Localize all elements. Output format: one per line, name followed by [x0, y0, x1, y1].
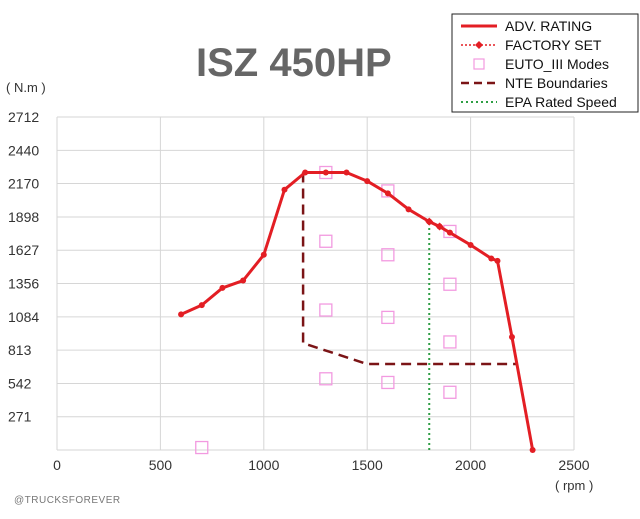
- x-tick-label: 500: [149, 457, 173, 473]
- euto-mode-marker: [319, 234, 333, 248]
- series-layer: [178, 165, 536, 455]
- x-tick-label: 1500: [352, 457, 383, 473]
- euto-mode-marker: [195, 440, 209, 455]
- legend-item: EUTO_III Modes: [473, 56, 609, 72]
- factory-set-marker: [425, 217, 434, 226]
- y-tick-labels: 271 542 813 1084 1356 1627 1898 2170 2440 2712: [8, 109, 39, 425]
- y-tick-label: 2712: [8, 109, 39, 125]
- legend-label: EPA Rated Speed: [505, 94, 617, 110]
- x-tick-label: 2500: [558, 457, 589, 473]
- adv-rating-point: [384, 190, 391, 197]
- legend-item: NTE Boundaries: [461, 75, 608, 91]
- y-tick-label: 271: [8, 409, 32, 425]
- legend-label: ADV. RATING: [505, 18, 592, 34]
- legend-box: [451, 13, 639, 113]
- series-euto-iii-modes: [195, 165, 457, 455]
- adv-rating-point: [364, 178, 371, 185]
- y-tick-label: 1627: [8, 242, 39, 258]
- adv-rating-point: [198, 302, 205, 309]
- x-tick-label: 1000: [248, 457, 279, 473]
- chart-title: ISZ 450HP: [196, 41, 392, 85]
- adv-rating-point: [260, 251, 267, 258]
- legend-label: NTE Boundaries: [505, 75, 608, 91]
- factory-set-marker: [435, 222, 444, 231]
- adv-rating-point: [281, 186, 288, 193]
- adv-rating-point: [467, 241, 474, 248]
- y-tick-label: 813: [8, 342, 32, 358]
- adv-rating-point: [446, 229, 453, 236]
- euto-mode-marker: [319, 303, 333, 317]
- y-tick-label: 1898: [8, 209, 39, 225]
- y-axis-label: ( N.m ): [6, 80, 46, 95]
- euto-mode-marker: [443, 335, 457, 349]
- grid: [56, 116, 575, 451]
- euto-mode-marker: [443, 277, 457, 291]
- adv-rating-point: [178, 311, 185, 318]
- legend-item: FACTORY SET: [461, 37, 602, 53]
- legend-item: ADV. RATING: [461, 18, 592, 34]
- y-tick-label: 2170: [8, 176, 39, 192]
- legend: ADV. RATING FACTORY SET EUTO_III Modes NTE …: [451, 13, 639, 113]
- y-tick-label: 542: [8, 375, 32, 391]
- legend-swatch-marker: [475, 41, 483, 49]
- y-tick-label: 1084: [8, 309, 39, 325]
- euto-mode-marker: [381, 310, 395, 325]
- y-tick-label: 2440: [8, 142, 39, 158]
- y-tick-label: 1356: [8, 276, 39, 292]
- euto-mode-marker: [381, 248, 395, 262]
- x-tick-label: 0: [53, 457, 61, 473]
- euto-mode-marker: [443, 224, 457, 239]
- adv-rating-point: [494, 257, 501, 264]
- adv-rating-point: [240, 277, 247, 284]
- legend-label: FACTORY SET: [505, 37, 602, 53]
- x-tick-label: 2000: [455, 457, 486, 473]
- euto-mode-marker: [443, 385, 457, 399]
- adv-rating-point: [529, 447, 536, 453]
- adv-rating-point: [322, 169, 329, 176]
- x-tick-labels: 0 500 1000 1500 2000 2500: [53, 457, 590, 473]
- legend-item: EPA Rated Speed: [461, 94, 617, 110]
- adv-rating-point: [343, 169, 350, 176]
- x-axis-label: ( rpm ): [555, 478, 593, 493]
- adv-rating-point: [488, 255, 495, 262]
- adv-rating-point: [508, 334, 515, 341]
- euto-mode-marker: [319, 372, 333, 386]
- adv-rating-point: [219, 284, 226, 291]
- series-adv-rating: [180, 171, 535, 451]
- adv-rating-point: [405, 206, 412, 213]
- euto-mode-marker: [381, 375, 395, 390]
- credit-label: @TRUCKSFOREVER: [14, 495, 121, 506]
- adv-rating-point: [302, 169, 309, 176]
- legend-label: EUTO_III Modes: [505, 56, 609, 72]
- legend-swatch: [473, 58, 485, 70]
- series-nte-boundaries: [301, 172, 517, 366]
